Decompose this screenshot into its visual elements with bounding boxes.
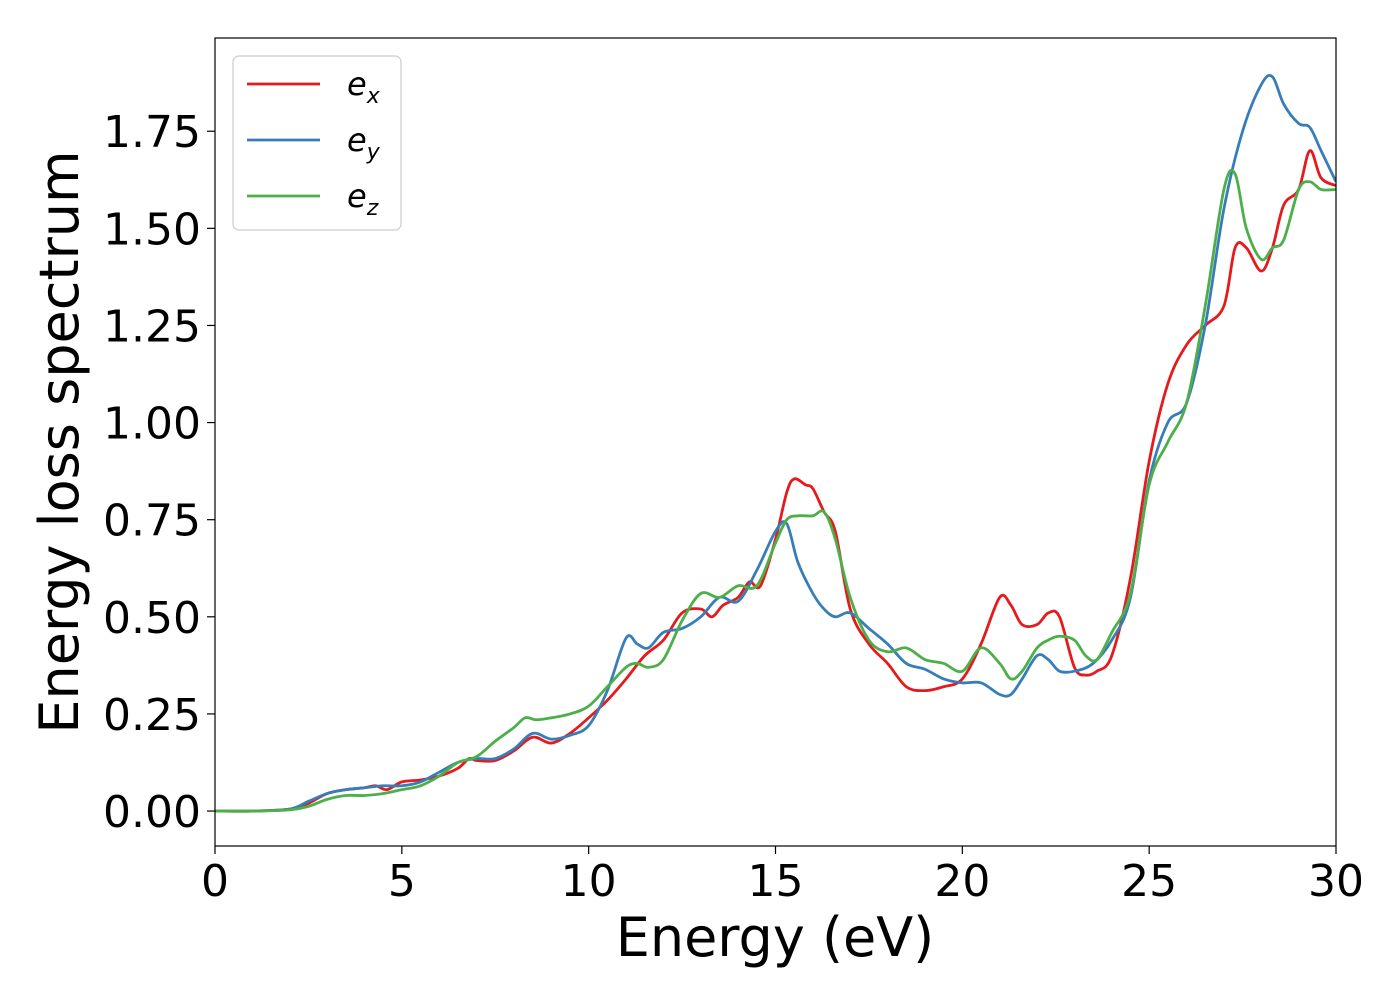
- x-axis: 0 5 10 15 20 25 30: [201, 846, 1364, 907]
- x-tick-label: 20: [934, 856, 990, 907]
- legend-label-x: ex: [347, 65, 381, 109]
- x-tick-label: 25: [1121, 856, 1177, 907]
- y-tick-label: 1.50: [103, 204, 201, 255]
- y-tick-label: 1.00: [103, 399, 201, 450]
- legend: ex ey ez: [232, 55, 402, 231]
- plot-lines: [215, 74, 1336, 813]
- x-tick-label: 0: [201, 856, 229, 907]
- x-tick-label: 15: [748, 856, 804, 907]
- x-tick-label: 30: [1308, 856, 1364, 907]
- y-axis: 0.00 0.25 0.50 0.75 1.00 1.25 1.50 1.75: [103, 107, 215, 838]
- legend-box: [232, 55, 402, 231]
- y-tick-label: 1.25: [103, 301, 201, 352]
- x-tick-label: 10: [561, 856, 617, 907]
- series-line-x: [215, 149, 1336, 813]
- y-axis-label: Energy loss spectrum: [28, 150, 91, 733]
- series-line-z: [215, 168, 1336, 813]
- y-tick-label: 0.75: [103, 496, 201, 547]
- x-axis-label: Energy (eV): [616, 906, 935, 969]
- y-tick-label: 1.75: [103, 107, 201, 158]
- x-tick-label: 5: [388, 856, 416, 907]
- y-tick-label: 0.50: [103, 593, 201, 644]
- y-tick-label: 0.25: [103, 690, 201, 741]
- legend-label-y: ey: [347, 121, 381, 165]
- y-tick-label: 0.00: [103, 787, 201, 838]
- legend-label-z: ez: [347, 177, 379, 221]
